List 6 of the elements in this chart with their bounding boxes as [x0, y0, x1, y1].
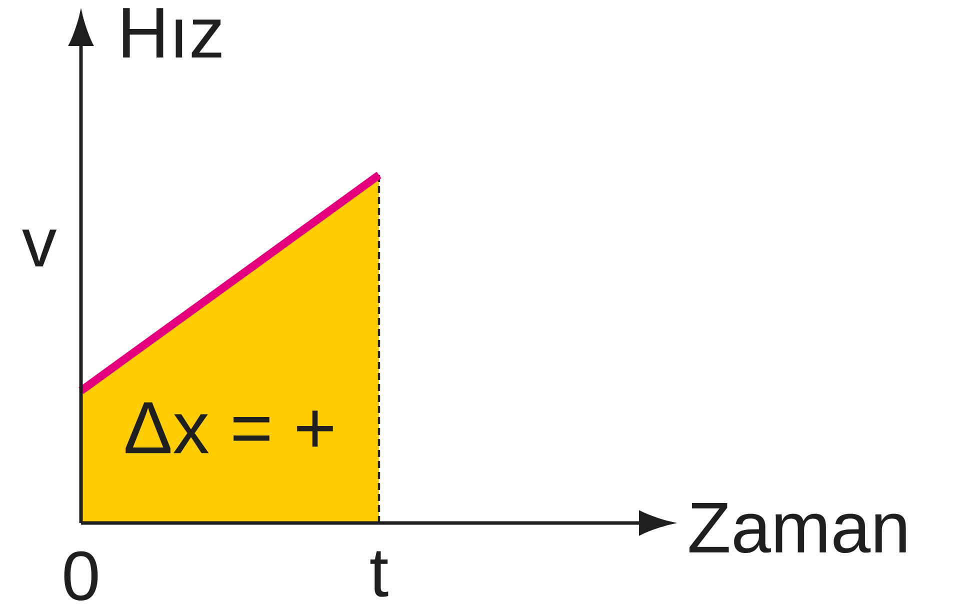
y-axis-title: Hız [123, 8, 222, 58]
x-tick-label: 0 [64, 551, 98, 601]
text: v [22, 230, 57, 266]
annotation: Δx = + [126, 402, 333, 454]
x-tick-label: t [370, 551, 388, 597]
x-axis-title: Zaman [689, 502, 906, 554]
